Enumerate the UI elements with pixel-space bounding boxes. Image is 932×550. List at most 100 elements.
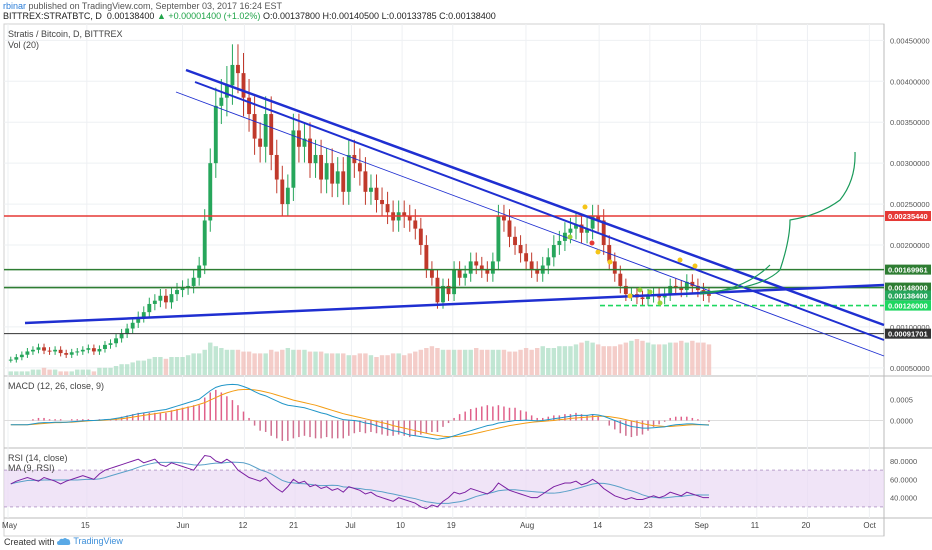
signal-marker: [589, 240, 595, 246]
volume-bar: [8, 371, 13, 375]
price-tag-box: [885, 264, 931, 275]
volume-bar: [263, 353, 268, 375]
candle-body: [352, 154, 357, 164]
candle-body: [36, 347, 41, 350]
signal-marker: [627, 293, 633, 299]
candlesticks: [8, 44, 711, 363]
volume-bar: [557, 346, 562, 375]
candle-body: [463, 273, 468, 278]
volume-bar: [551, 348, 557, 375]
volume-bar: [451, 349, 457, 375]
candle-body: [507, 220, 512, 237]
macd-tick: 0.0005: [890, 395, 913, 404]
tradingview-logo[interactable]: TradingView: [57, 536, 123, 547]
volume-bar: [546, 348, 551, 375]
volume-bar: [152, 357, 158, 375]
volume-bar: [706, 344, 712, 375]
ticker-label: BITTREX:STRATBTC, D: [3, 11, 102, 21]
macd-line: [10, 383, 710, 440]
candle-body: [280, 179, 285, 205]
volume-bar: [573, 344, 579, 375]
volume-bar: [634, 339, 640, 375]
candle-body: [474, 261, 479, 266]
candle-body: [407, 216, 412, 221]
publish-info: published on TradingView.com, September …: [28, 1, 283, 11]
volume-bar: [612, 346, 617, 375]
candle-body: [557, 240, 562, 246]
volume-bar: [346, 355, 352, 375]
candle-body: [357, 163, 362, 172]
author-link[interactable]: rbinar: [3, 1, 27, 11]
volume-bar: [601, 346, 606, 375]
price-pane-title: Stratis / Bitcoin, D, BITTREX: [8, 29, 123, 39]
candle-body: [707, 294, 711, 296]
candle-body: [363, 171, 368, 192]
candle-body: [590, 216, 595, 229]
candle-body: [296, 130, 301, 147]
volume-bar: [429, 346, 435, 375]
volume-bar: [252, 353, 257, 375]
volume-bar: [36, 369, 41, 375]
candle-body: [136, 317, 141, 323]
candle-body: [690, 281, 695, 286]
candle-body: [285, 187, 290, 205]
candle-body: [91, 348, 96, 352]
volume-bar: [684, 342, 690, 375]
price-tick: 0.00300000: [890, 159, 930, 168]
volume-bar: [407, 353, 412, 375]
volume-bar: [47, 369, 52, 375]
volume-bar: [457, 349, 462, 375]
volume-bar: [479, 349, 485, 375]
volume-bar: [374, 357, 379, 375]
candle-body: [684, 281, 689, 291]
date-tick: Oct: [863, 521, 876, 530]
candle-body: [241, 73, 246, 98]
date-tick: 19: [447, 521, 456, 530]
volume-bar: [280, 349, 285, 375]
volume-bar: [512, 351, 518, 375]
volume-bar: [474, 348, 479, 375]
thin-trendline: [175, 91, 885, 357]
candle-body: [19, 354, 24, 358]
volume-bar: [656, 344, 662, 375]
volume-bar: [363, 353, 368, 375]
candle-body: [163, 295, 168, 303]
price-tag-box: [885, 290, 931, 301]
price-tag: 0.00148000: [885, 282, 931, 293]
candle-body: [496, 216, 501, 262]
rsi-tick: 60.0000: [890, 475, 917, 484]
candle-body: [169, 294, 174, 303]
low-value: L:0.00133785: [381, 11, 437, 21]
volume-bar: [523, 348, 529, 375]
volume-bar: [75, 369, 80, 375]
upper-trendline: [185, 68, 885, 327]
volume-bar: [241, 351, 246, 375]
volume-bar: [224, 349, 230, 375]
date-tick: Aug: [520, 521, 534, 530]
candle-body: [158, 295, 163, 301]
volume-bar: [30, 369, 36, 375]
rsi-line: [10, 454, 709, 510]
candle-body: [435, 277, 440, 303]
volume-bar: [268, 349, 274, 375]
volume-bar: [496, 349, 501, 375]
volume-bar: [396, 353, 401, 375]
candle-body: [274, 154, 279, 180]
price-tick: 0.00100000: [890, 323, 930, 332]
volume-bar: [584, 340, 590, 375]
date-tick: May: [2, 521, 17, 530]
candle-body: [612, 261, 617, 274]
candle-body: [341, 171, 346, 192]
volume-bar: [629, 340, 634, 375]
volume-bar: [618, 344, 623, 375]
date-tick: 11: [751, 521, 760, 530]
candle-body: [640, 297, 645, 300]
volume-bar: [14, 371, 19, 375]
candle-body: [308, 138, 312, 164]
candle-body: [108, 343, 113, 345]
candle-body: [335, 171, 340, 184]
candle-body: [457, 269, 462, 278]
candle-body: [197, 265, 202, 278]
volume-bar: [679, 340, 684, 375]
